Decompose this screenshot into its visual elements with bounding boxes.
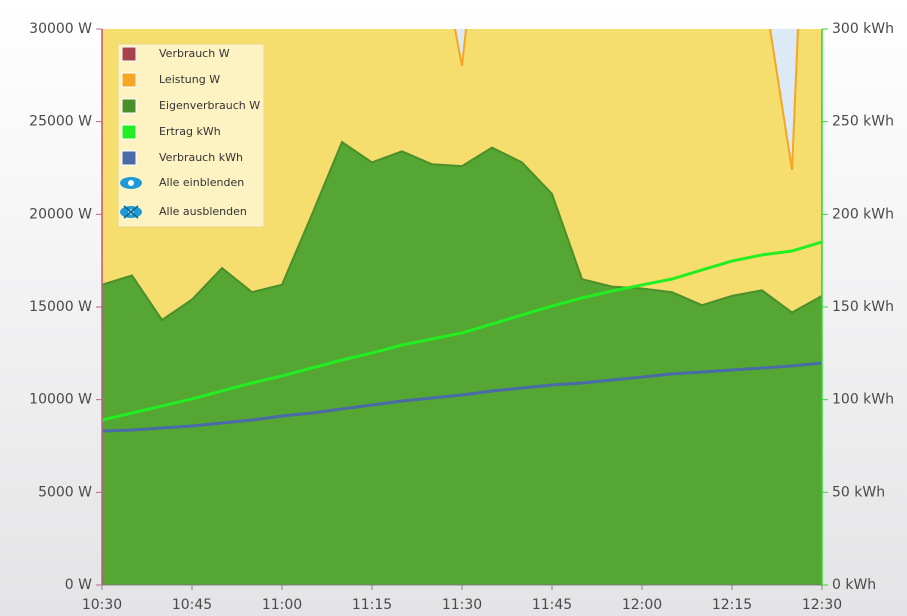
y2-tick-label: 0 kWh bbox=[832, 577, 876, 593]
line bbox=[102, 240, 822, 422]
legend-label[interactable]: Ertrag kWh bbox=[159, 125, 221, 138]
legend-icon[interactable] bbox=[123, 205, 139, 219]
x-tick-label: 11:30 bbox=[442, 597, 482, 613]
legend-label[interactable]: Verbrauch kWh bbox=[159, 151, 243, 164]
y-tick-label: 30000 W bbox=[29, 21, 92, 37]
x-tick-label: 12:00 bbox=[622, 597, 662, 613]
y-tick-label: 0 W bbox=[65, 577, 92, 593]
y2-tick-label: 100 kWh bbox=[832, 392, 894, 408]
y-tick-label: 5000 W bbox=[38, 484, 92, 500]
y2-tick-label: 50 kWh bbox=[832, 484, 885, 500]
legend-swatch[interactable] bbox=[121, 46, 137, 62]
y2-tick-label: 250 kWh bbox=[832, 114, 894, 130]
legend-swatch[interactable] bbox=[121, 124, 137, 140]
y-tick-label: 25000 W bbox=[29, 114, 92, 130]
x-tick-label: 11:45 bbox=[532, 597, 572, 613]
x-tick-label: 11:00 bbox=[262, 597, 302, 613]
x-tick-label: 12:30 bbox=[802, 597, 842, 613]
plot bbox=[102, 29, 822, 585]
legend-box bbox=[117, 43, 265, 228]
legend-action[interactable]: Alle ausblenden bbox=[159, 205, 247, 218]
legend-label[interactable]: Verbrauch W bbox=[159, 47, 230, 60]
y2-tick-label: 300 kWh bbox=[832, 21, 894, 37]
legend: Verbrauch W Leistung W Eigenverbrauch W Ert… bbox=[117, 43, 265, 228]
y-tick-label: 20000 W bbox=[29, 206, 92, 222]
line bbox=[102, 361, 822, 433]
x-tick-label: 11:15 bbox=[352, 597, 392, 613]
legend-action[interactable]: Alle einblenden bbox=[159, 176, 244, 189]
legend-icon[interactable] bbox=[128, 180, 134, 186]
legend-swatch[interactable] bbox=[121, 98, 137, 114]
y-tick-label: 15000 W bbox=[29, 299, 92, 315]
legend-label[interactable]: Leistung W bbox=[159, 73, 220, 86]
x-tick-label: 12:15 bbox=[712, 597, 752, 613]
legend-swatch[interactable] bbox=[121, 150, 137, 166]
y2-tick-label: 150 kWh bbox=[832, 299, 894, 315]
legend-swatch[interactable] bbox=[121, 72, 137, 88]
legend-label[interactable]: Eigenverbrauch W bbox=[159, 99, 260, 112]
x-tick-label: 10:30 bbox=[82, 597, 122, 613]
x-tick-label: 10:45 bbox=[172, 597, 212, 613]
y2-tick-label: 200 kWh bbox=[832, 206, 894, 222]
y-tick-label: 10000 W bbox=[29, 392, 92, 408]
area bbox=[102, 140, 822, 585]
